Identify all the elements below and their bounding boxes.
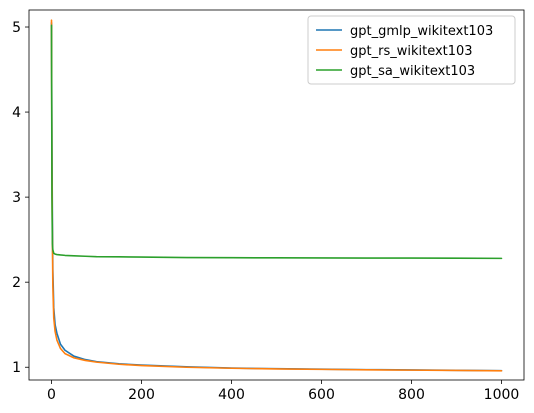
y-tick-label: 2 [12, 275, 21, 291]
y-tick-label: 4 [12, 105, 21, 121]
y-tick-label: 1 [12, 360, 21, 376]
x-tick-label: 200 [128, 387, 155, 403]
series-line-gpt_sa_wikitext103 [50, 24, 503, 260]
y-tick-label: 3 [12, 190, 21, 206]
x-tick-label: 0 [47, 387, 56, 403]
x-tick-label: 600 [308, 387, 335, 403]
legend: gpt_gmlp_wikitext103 gpt_rs_wikitext103gp… [307, 15, 516, 85]
x-tick-label: 800 [398, 387, 425, 403]
x-tick-label: 1000 [484, 387, 520, 403]
x-axis: 0 200 400 600 800 1000 [47, 380, 519, 403]
series-line-gpt_rs_wikitext103 [50, 19, 503, 372]
legend-label: gpt_rs_wikitext103 [350, 44, 473, 59]
legend-label: gpt_gmlp_wikitext103 [350, 24, 493, 39]
legend-label: gpt_sa_wikitext103 [350, 64, 475, 79]
y-axis: 1 2 3 4 5 [12, 20, 29, 376]
legend-box [307, 15, 516, 85]
x-tick-label: 400 [218, 387, 245, 403]
series-layer [50, 19, 503, 372]
y-tick-label: 5 [12, 20, 21, 36]
